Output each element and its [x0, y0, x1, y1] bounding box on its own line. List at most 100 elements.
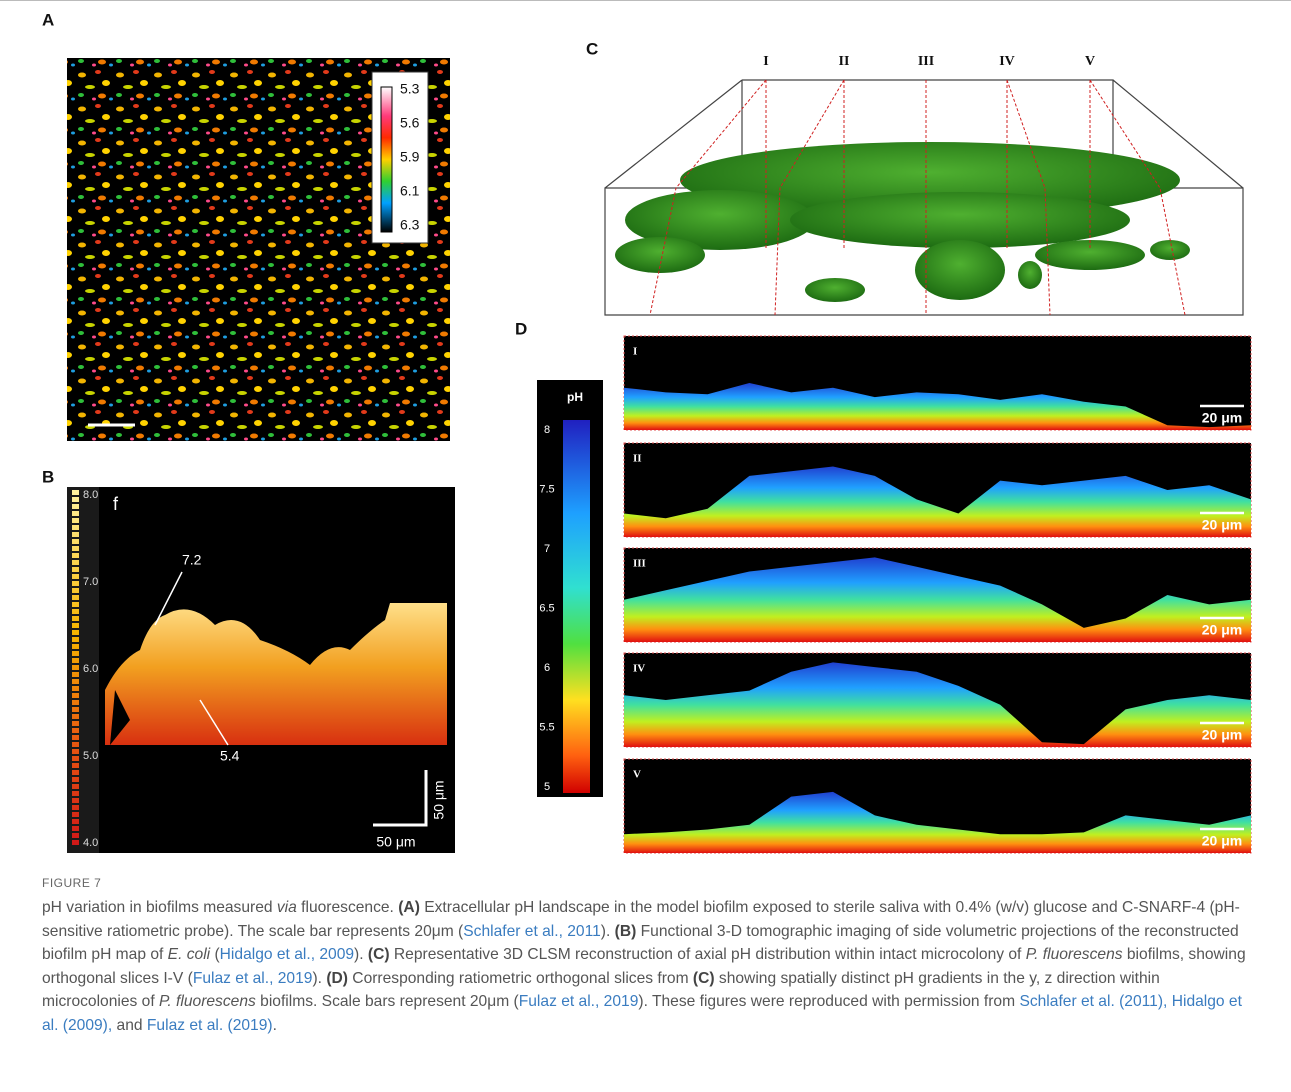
colorbar-ticks: 8 7.5 7 6.5 6 5.5 5 — [539, 424, 554, 793]
slice-label: I — [633, 346, 637, 358]
citation-link[interactable]: Fulaz et al. (2019) — [146, 1016, 273, 1034]
colorbar-tick-label: 5.9 — [400, 149, 420, 165]
void — [110, 690, 130, 745]
slice-label: III — [633, 558, 646, 570]
scale-label: 50 μm — [431, 780, 447, 819]
colorbar-tick-label: 6.0 — [83, 663, 98, 675]
colorbar-tick-label: 5 — [544, 781, 550, 793]
colorbar-tick-label: 4.0 — [83, 837, 98, 849]
colorbar-tick-label: 5.6 — [400, 115, 420, 131]
colorbar — [380, 86, 393, 233]
scale-bar — [373, 770, 428, 827]
annotation: 7.2 — [182, 552, 202, 568]
slice-label: IV — [633, 663, 645, 675]
colorbar-ticks: 8.0 7.0 6.0 5.0 4.0 — [83, 489, 98, 849]
citation-link[interactable]: Hidalgo et al., 2009 — [219, 946, 355, 963]
caption-run: (C) — [367, 946, 390, 963]
figure-label: FIGURE 7 — [42, 876, 102, 890]
biofilm-slice — [624, 557, 1251, 642]
scale-label: 50 μm — [376, 834, 415, 850]
caption-run: via — [276, 899, 297, 916]
annotation-line — [154, 571, 183, 626]
biofilm-slice — [624, 466, 1251, 537]
colorbar — [72, 490, 79, 845]
biofilm-projection — [105, 603, 447, 745]
3d-reconstruction — [604, 79, 1244, 316]
subpanel-label: f — [113, 494, 119, 514]
caption-run: P. fluorescens — [159, 993, 256, 1010]
slice-label: IV — [999, 54, 1015, 69]
caption-run: fluorescence. — [296, 899, 399, 916]
caption-run: Corresponding ratiometric orthogonal sli… — [347, 969, 693, 987]
citation-link[interactable]: Fulaz et al., 2019 — [518, 993, 639, 1010]
caption-run: ). These figures were reproduced with pe… — [638, 993, 1020, 1010]
panel-label: B — [42, 467, 54, 486]
panel-label: A — [42, 10, 54, 29]
citation-link[interactable]: Fulaz et al., 2019 — [192, 969, 313, 987]
biofilm-slice — [624, 662, 1251, 747]
caption-run: (C) — [692, 969, 715, 987]
caption-run: ). — [600, 922, 615, 940]
scale-label: 20 μm — [1202, 622, 1242, 638]
caption-run: (D) — [326, 969, 348, 987]
slice-label: II — [633, 453, 642, 465]
biofilm-slice — [624, 383, 1251, 430]
colorbar-ticks: 5.3 5.6 5.9 6.1 6.3 — [400, 81, 420, 233]
colorbar — [563, 420, 590, 793]
caption-text: pH variation in biofilms measured via fl… — [42, 896, 1257, 1037]
scale-label: 20 μm — [1202, 833, 1242, 849]
caption-run: Representative 3D CLSM reconstruction of… — [389, 946, 1026, 963]
colorbar-tick-label: 6 — [544, 662, 550, 674]
caption-run: . — [272, 1016, 277, 1034]
slice-label: V — [633, 769, 641, 781]
caption-run: Functional 3-D tomographic imaging of si… — [42, 922, 1239, 964]
annotation: 5.4 — [220, 748, 240, 764]
caption-run: (B) — [614, 922, 637, 940]
slice-plane — [1006, 79, 1051, 316]
caption-run: (A) — [398, 899, 420, 916]
slices: I 20 μm II 20 μm III 20 μm IV 20 μm V 20 μm — [623, 335, 1252, 854]
colorbar-tick-label: 6.1 — [400, 183, 420, 199]
citation-link[interactable]: Hidalgo et al. (2009), — [42, 993, 1242, 1034]
colorbar-tick-label: 7.5 — [539, 483, 554, 495]
caption-run: E. coli — [167, 946, 211, 963]
biofilm-slice — [624, 791, 1251, 853]
caption-run: P. fluorescens — [1025, 946, 1123, 963]
panel-label: D — [515, 319, 527, 338]
caption-run: biofilms. Scale bars represent 20μm ( — [255, 993, 519, 1010]
caption-run: and — [112, 1016, 147, 1034]
caption: FIGURE 7 pH variation in biofilms measur… — [42, 876, 1257, 1037]
caption-run: biofilms, showing orthogonal slices I-V … — [42, 946, 1246, 987]
caption-run: pH variation in biofilms measured — [42, 899, 277, 916]
figure: A 5.3 5.6 5.9 6.1 6.3 B 8.0 7.0 6.0 5.0 4.0 f 7.… — [0, 0, 1291, 854]
slice-label: I — [763, 54, 768, 69]
colorbar-tick-label: 5.0 — [83, 750, 98, 762]
slice-plane — [774, 79, 845, 316]
slice-label: V — [1085, 54, 1095, 69]
slice-label: II — [839, 54, 850, 69]
slice-plane — [1089, 79, 1186, 316]
scale-label: 20 μm — [1202, 727, 1242, 743]
caption-run: ). — [312, 969, 327, 987]
colorbar-tick-label: 8 — [544, 424, 550, 436]
colorbar-tick-label: 5.5 — [539, 721, 554, 733]
citation-link[interactable]: Schlafer et al. (2011), — [1019, 993, 1168, 1010]
caption-run: ( — [210, 946, 220, 963]
annotation-line — [199, 699, 229, 746]
slice-label: III — [918, 54, 934, 69]
colorbar-tick-label: 7 — [544, 543, 550, 555]
caption-run: ). — [354, 946, 368, 963]
colorbar-tick-label: 8.0 — [83, 489, 98, 501]
panel-label: C — [586, 39, 598, 58]
caption-run: showing spatially distinct pH gradients … — [42, 969, 1160, 1011]
scale-label: 20 μm — [1202, 410, 1242, 426]
colorbar-tick-label: 5.3 — [400, 81, 420, 97]
caption-run: Extracellular pH landscape in the model … — [42, 899, 1240, 940]
colorbar-title: pH — [567, 390, 583, 404]
colorbar-tick-label: 7.0 — [83, 576, 98, 588]
colorbar-tick-label: 6.5 — [539, 602, 554, 614]
slice-plane — [649, 79, 767, 316]
slice-labels: I II III IV V — [649, 54, 1186, 316]
citation-link[interactable]: Schlafer et al., 2011 — [463, 922, 601, 940]
